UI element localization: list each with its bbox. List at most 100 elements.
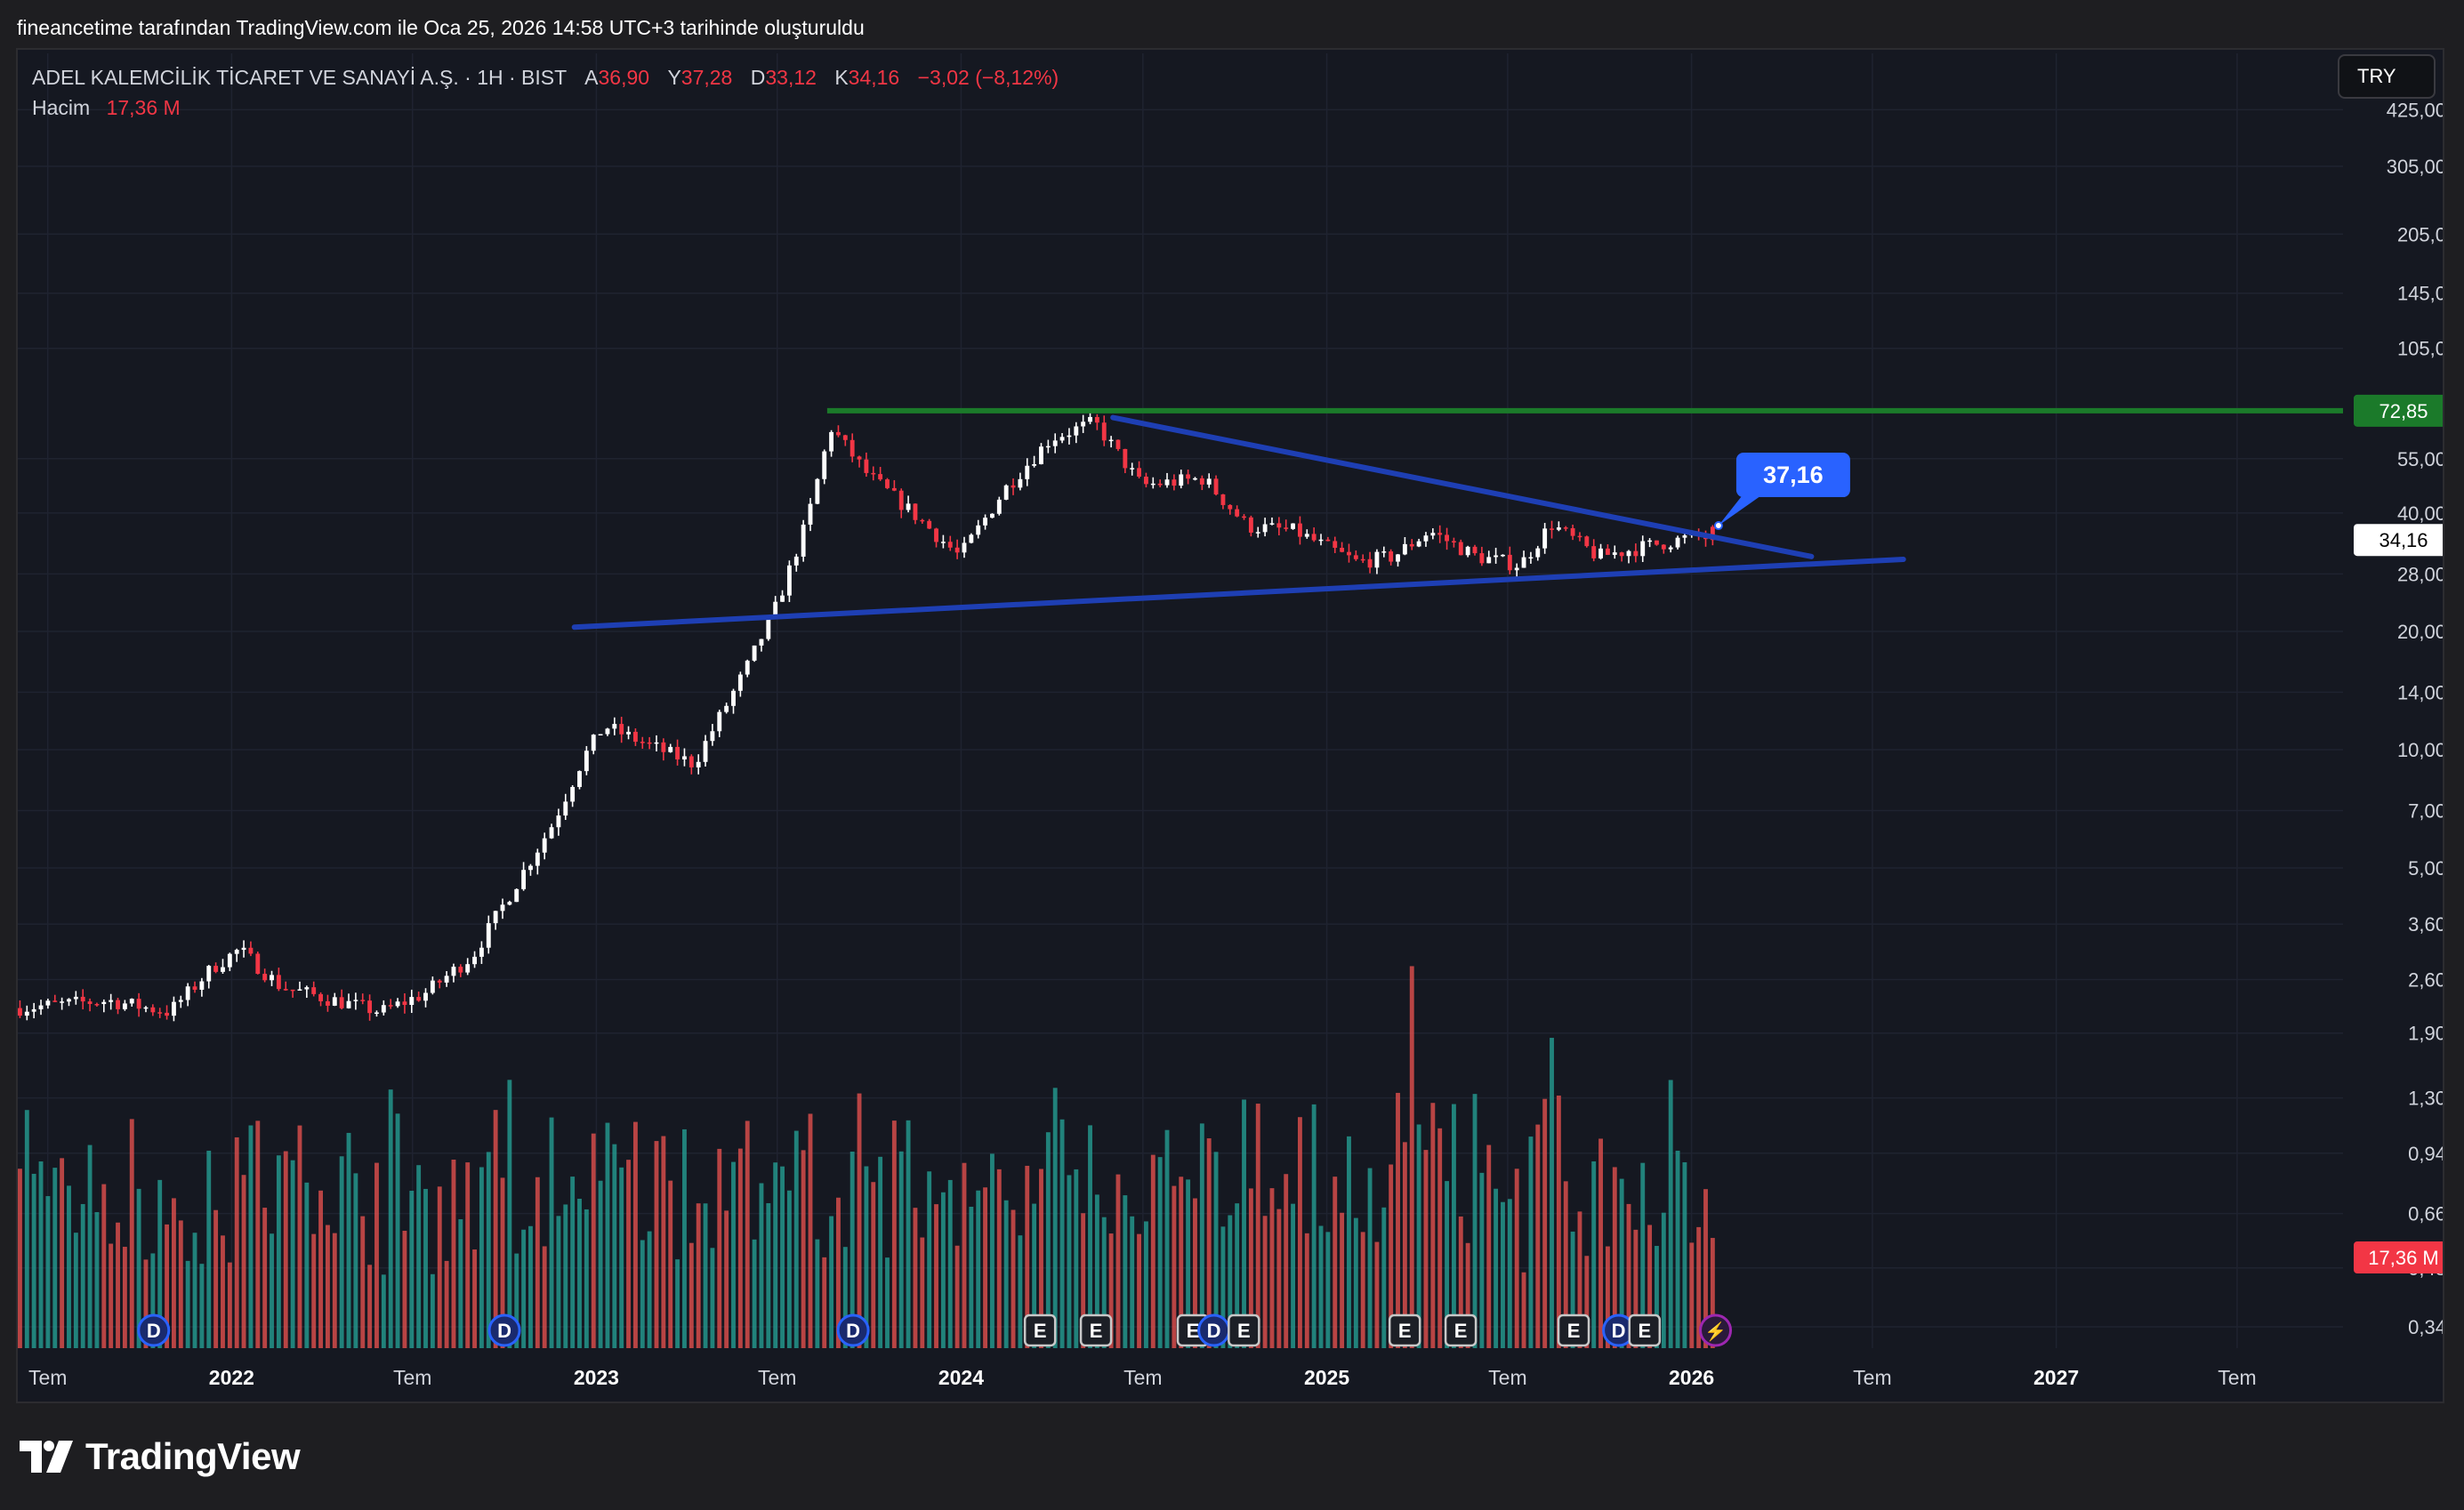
candle-body (1081, 422, 1086, 427)
candle-body (871, 472, 876, 475)
earnings-marker-label: E (1638, 1320, 1651, 1342)
volume-bar (1416, 1124, 1421, 1348)
volume-bar (360, 1216, 366, 1348)
volume-bar (1423, 1150, 1429, 1348)
candle-body (1235, 509, 1240, 517)
volume-bar (101, 1184, 107, 1348)
volume-bar (969, 1206, 974, 1348)
candle-body (591, 735, 596, 751)
price-chart[interactable]: 37,16 D D D E E E D E E E E D E ⚡ 425,00305,00205,014… (18, 50, 2443, 1402)
volume-bar (1347, 1136, 1351, 1348)
volume-bar (262, 1208, 268, 1348)
candle-body (444, 976, 449, 983)
candle-body (31, 1008, 36, 1012)
candle-body (304, 987, 310, 990)
volume-bar (1479, 1172, 1485, 1348)
volume-bar (206, 1150, 212, 1348)
candle-body (1039, 446, 1043, 464)
candle-body (1179, 474, 1184, 486)
volume-bar (1374, 1241, 1380, 1348)
volume-bar (612, 1144, 617, 1348)
volume-bar (283, 1151, 288, 1348)
volume-bar (1157, 1157, 1163, 1348)
candle-body (1213, 478, 1219, 494)
earnings-marker (1444, 1313, 1478, 1347)
candle-body (815, 478, 820, 504)
volume-bar (864, 1166, 869, 1348)
y-tick-label: 0,34 (2408, 1316, 2443, 1338)
tradingview-logo[interactable]: TradingView (20, 1430, 301, 1483)
volume-bar (116, 1222, 120, 1348)
volume-bar (1668, 1080, 1673, 1348)
volume-bar (591, 1133, 596, 1348)
candle-body (1045, 446, 1051, 448)
candle-body (129, 999, 134, 1004)
y-tick-label: 425,00 (2387, 99, 2443, 121)
candle-body (52, 1000, 58, 1002)
candle-body (1297, 523, 1302, 537)
candle-body (1199, 478, 1204, 485)
volume-bar (437, 1186, 442, 1348)
candle-body (416, 997, 422, 1001)
volume-bar (1179, 1177, 1184, 1348)
volume-bar (472, 1249, 477, 1348)
volume-bar (1486, 1145, 1492, 1348)
volume-bar (780, 1166, 785, 1348)
candle-body (311, 987, 317, 994)
dividend-marker-label: D (846, 1320, 860, 1342)
volume-bar (947, 1179, 953, 1348)
candle-body (318, 993, 323, 1001)
candle-body (829, 431, 834, 452)
candle-body (1284, 527, 1289, 529)
candle-body (864, 459, 869, 473)
volume-bar (703, 1203, 708, 1348)
candle-body (626, 731, 631, 735)
volume-bar (1360, 1232, 1365, 1348)
volume-bar (297, 1125, 302, 1348)
volume-bar (1451, 1104, 1456, 1348)
candle-body (18, 1008, 22, 1016)
candle-body (1143, 476, 1148, 485)
volume-bar (822, 1257, 827, 1348)
volume-bar (1101, 1217, 1107, 1348)
volume-bar (528, 1225, 533, 1348)
volume-bar (605, 1122, 610, 1348)
currency-button[interactable]: TRY (2338, 54, 2436, 99)
candle-body (1472, 546, 1478, 554)
y-tick-label: 205,0 (2397, 223, 2443, 245)
volume-bar (1556, 1095, 1561, 1348)
earnings-marker-label: E (1567, 1320, 1581, 1342)
candle-body (1304, 534, 1309, 537)
candle-body (640, 742, 645, 743)
candle-body (891, 487, 897, 491)
high-label: Y (667, 66, 681, 89)
volume-bar (1605, 1246, 1610, 1348)
volume-price-text: 17,36 M (2368, 1247, 2439, 1269)
candle-body (213, 966, 219, 972)
volume-bar (1220, 1226, 1226, 1348)
volume-bar (416, 1165, 422, 1348)
candle-body (1591, 546, 1597, 558)
volume-bar (1458, 1216, 1463, 1348)
candle-body (535, 852, 540, 866)
volume-bar (954, 1245, 960, 1348)
candle-body (1206, 478, 1212, 485)
candle-body (1018, 478, 1023, 488)
symbol-legend: ADEL KALEMCİLİK TİCARET VE SANAYİ A.Ş. ·… (32, 62, 1059, 123)
volume-bar (290, 1160, 295, 1348)
candle-body (332, 997, 337, 1006)
volume-bar (1396, 1092, 1400, 1348)
volume-bar (1172, 1185, 1177, 1348)
candle-body (1556, 527, 1561, 530)
candle-body (199, 981, 205, 990)
candle-body (710, 731, 715, 742)
earnings-marker (1557, 1313, 1590, 1347)
volume-bar (962, 1162, 967, 1348)
candle-body (598, 734, 603, 736)
volume-bar (1242, 1099, 1246, 1348)
dividend-marker (487, 1313, 521, 1347)
candle-body (1067, 435, 1072, 438)
candle-body (465, 964, 471, 973)
volume-bar (1626, 1203, 1631, 1348)
volume-bar (444, 1260, 449, 1348)
